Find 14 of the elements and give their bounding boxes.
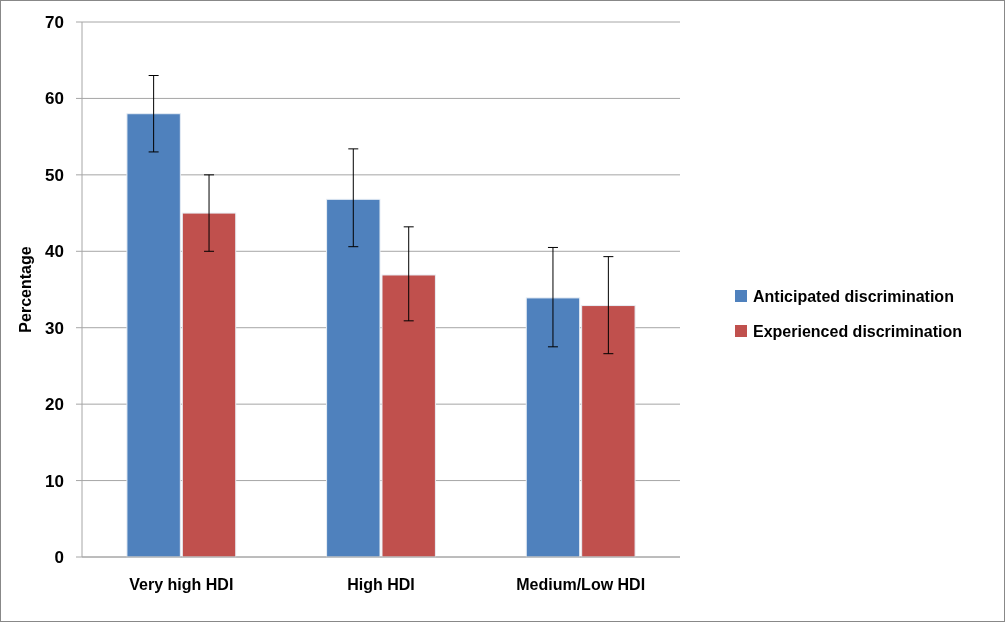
y-tick-label: 0 [54, 547, 64, 567]
y-tick-label: 20 [45, 395, 64, 415]
y-tick-label: 40 [45, 242, 64, 262]
y-tick-label: 60 [45, 89, 64, 109]
x-tick-label: High HDI [347, 576, 415, 593]
legend-label: Anticipated discrimination [753, 287, 954, 305]
x-tick-label: Medium/Low HDI [516, 576, 646, 593]
y-tick-label: 70 [45, 12, 64, 32]
y-tick-label: 10 [45, 471, 64, 491]
y-axis-title: Percentage [17, 246, 34, 333]
y-tick-label: 30 [45, 318, 64, 338]
legend-label: Experienced discrimination [753, 322, 962, 340]
y-tick-label: 50 [45, 165, 64, 185]
x-tick-label: Very high HDI [129, 576, 234, 593]
